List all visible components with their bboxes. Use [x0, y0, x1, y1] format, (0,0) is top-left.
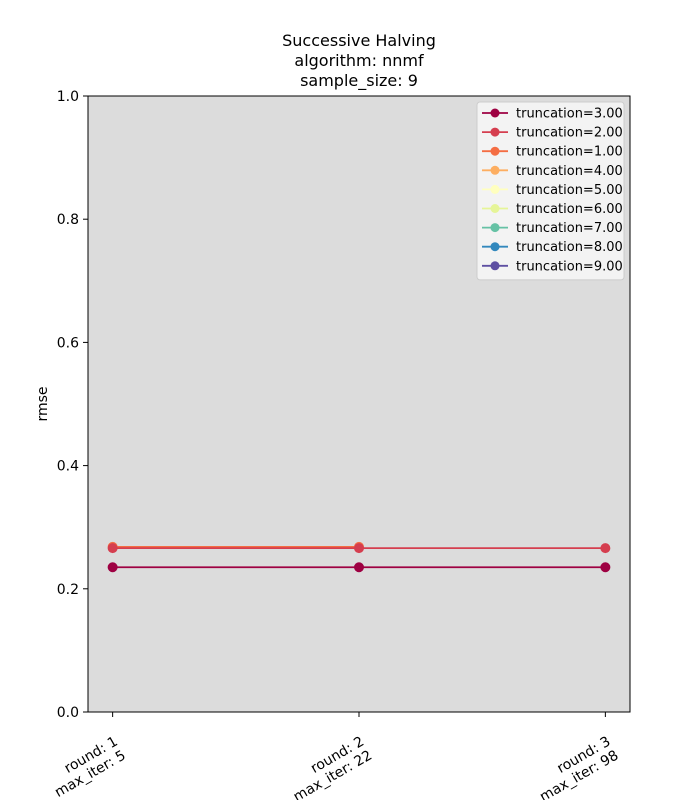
y-tick-label: 0.4: [57, 459, 79, 475]
y-tick-label: 1.0: [57, 89, 79, 105]
legend-marker: [490, 165, 500, 175]
legend-label: truncation=5.00: [516, 183, 623, 198]
legend-marker: [490, 127, 500, 137]
data-point: [354, 562, 364, 573]
plot-frame: [87, 95, 631, 713]
y-tick-label: 0.8: [57, 212, 79, 228]
legend-marker: [490, 108, 500, 118]
y-axis-label: rmse: [35, 386, 51, 421]
data-point: [600, 543, 611, 554]
legend-box: [476, 101, 625, 281]
chart-title-line: Successive Halving: [282, 31, 436, 50]
legend-label: truncation=6.00: [516, 202, 623, 217]
data-point: [354, 543, 364, 554]
x-tick-label: round: 1max_iter: 5: [44, 734, 128, 800]
legend-marker: [490, 261, 500, 271]
legend-label: truncation=9.00: [516, 259, 623, 274]
legend-label: truncation=1.00: [516, 145, 623, 160]
legend-label: truncation=2.00: [516, 126, 623, 141]
legend-label: truncation=4.00: [516, 164, 623, 179]
data-point: [107, 543, 118, 554]
chart-title-line: algorithm: nnmf: [294, 51, 424, 70]
data-point: [107, 562, 118, 573]
legend-marker: [490, 242, 500, 252]
y-tick-label: 0.6: [57, 335, 79, 351]
legend-label: truncation=3.00: [516, 107, 623, 122]
data-point: [600, 562, 611, 573]
y-tick-label: 0.2: [57, 582, 79, 598]
y-tick-label: 0.0: [57, 705, 79, 721]
legend-marker: [490, 146, 500, 156]
legend-marker: [490, 223, 500, 233]
x-tick-label: round: 3max_iter: 98: [529, 734, 621, 800]
x-tick-label: round: 2max_iter: 22: [283, 734, 375, 800]
legend-marker: [490, 204, 500, 213]
legend-label: truncation=7.00: [516, 221, 623, 236]
chart-title-line: sample_size: 9: [300, 71, 418, 91]
legend-label: truncation=8.00: [516, 240, 623, 255]
legend-marker: [490, 184, 500, 194]
